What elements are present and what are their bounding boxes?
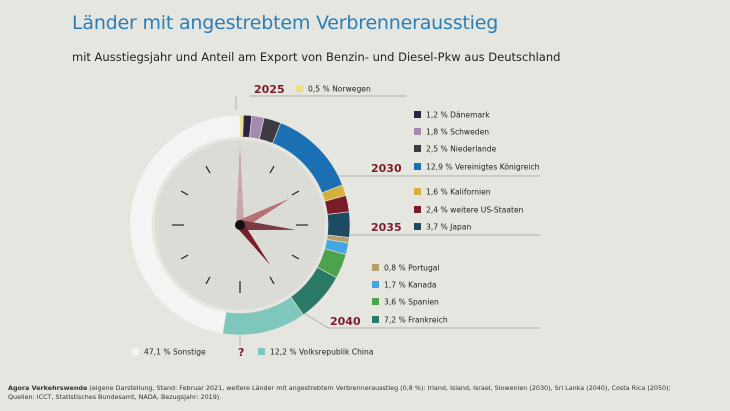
legend-swatch-2 <box>414 128 421 135</box>
legend-swatch-6 <box>414 206 421 213</box>
legend-swatch-8 <box>372 264 379 271</box>
footer-line2: Quellen: ICCT, Statistisches Bundesamt, … <box>8 393 222 401</box>
legend-label-0: 0,5 % Norwegen <box>308 85 371 94</box>
legend-label-12: 12,2 % Volksrepublik China <box>270 348 373 357</box>
year-label-0: 2025 <box>254 83 285 96</box>
legend-label-4: 12,9 % Vereinigtes Königreich <box>426 163 540 172</box>
legend-label-10: 3,6 % Spanien <box>384 298 439 307</box>
legend-swatch-11 <box>372 316 379 323</box>
legend: 0,5 % Norwegen 1,2 % Dänemark 1,8 % Schwed… <box>132 85 540 357</box>
legend-swatch-13 <box>132 348 139 355</box>
year-label-4: ? <box>238 346 244 359</box>
chart-subtitle: mit Ausstiegsjahr und Anteil am Export v… <box>72 50 561 64</box>
clock-tick-2 <box>291 190 300 196</box>
legend-label-6: 2,4 % weitere US-Staaten <box>426 206 524 215</box>
clock-tick-8 <box>180 254 189 260</box>
year-label-2: 2035 <box>371 221 402 234</box>
legend-label-2: 1,8 % Schweden <box>426 128 489 137</box>
clock-tick-10 <box>180 190 189 196</box>
footer-source-name: Agora Verkehrswende <box>8 384 88 392</box>
clock-hub <box>235 220 245 230</box>
legend-label-7: 3,7 % Japan <box>426 223 471 232</box>
donut-ring <box>129 114 351 336</box>
donut-slice-7 <box>327 211 351 238</box>
legend-swatch-3 <box>414 145 421 152</box>
clock-tick-1 <box>269 165 275 174</box>
year-label-1: 2030 <box>371 162 402 175</box>
legend-swatch-1 <box>414 111 421 118</box>
legend-label-3: 2,5 % Niederlande <box>426 145 497 154</box>
clock-hands <box>235 145 296 265</box>
legend-swatch-0 <box>296 85 303 92</box>
legend-swatch-12 <box>258 348 265 355</box>
footer-line1: (eigene Darstellung, Stand: Februar 2021… <box>87 384 671 392</box>
hand-2040 <box>236 222 271 265</box>
clock-tick-5 <box>269 276 275 285</box>
legend-swatch-4 <box>414 163 421 170</box>
legend-label-13: 47,1 % Sonstige <box>144 348 206 357</box>
year-label-3: 2040 <box>330 315 361 328</box>
clock-tick-11 <box>205 165 211 174</box>
legend-swatch-5 <box>414 188 421 195</box>
donut-slice-13 <box>129 114 241 334</box>
legend-label-5: 1,6 % Kalifornien <box>426 188 491 197</box>
legend-label-1: 1,2 % Dänemark <box>426 111 490 120</box>
legend-label-8: 0,8 % Portugal <box>384 264 440 273</box>
hand-2025 <box>236 145 244 225</box>
clock-tick-4 <box>291 254 300 260</box>
legend-swatch-9 <box>372 281 379 288</box>
chart-title: Länder mit angestrebtem Verbrenneraussti… <box>72 12 499 34</box>
footer-source: Agora Verkehrswende (eigene Darstellung,… <box>8 384 722 402</box>
leader-line-3 <box>301 311 329 329</box>
leader-lines <box>235 95 540 346</box>
year-labels: 2025 2030 2035 2040? <box>238 83 402 359</box>
hand-2030 <box>237 198 290 230</box>
legend-swatch-7 <box>414 223 421 230</box>
legend-swatch-10 <box>372 298 379 305</box>
legend-label-9: 1,7 % Kanada <box>384 281 437 290</box>
clock-tick-7 <box>205 276 211 285</box>
legend-label-11: 7,2 % Frankreich <box>384 316 448 325</box>
hand-2035 <box>239 220 296 230</box>
